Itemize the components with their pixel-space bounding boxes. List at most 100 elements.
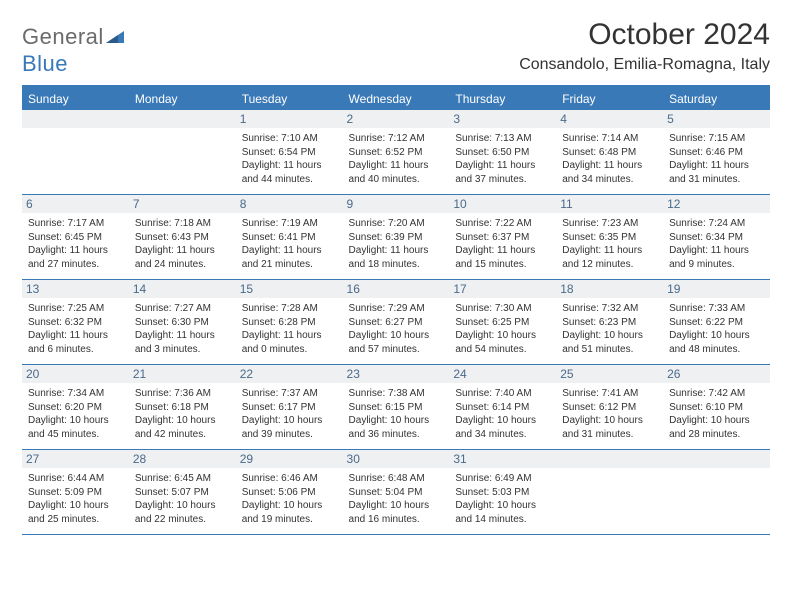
day-cell: Sunrise: 7:29 AMSunset: 6:27 PMDaylight:… (343, 298, 450, 365)
week-row: Sunrise: 7:10 AMSunset: 6:54 PMDaylight:… (22, 128, 770, 195)
location-subtitle: Consandolo, Emilia-Romagna, Italy (519, 56, 770, 74)
day-number: 19 (663, 280, 770, 298)
day-details: Sunrise: 7:22 AMSunset: 6:37 PMDaylight:… (453, 215, 552, 271)
day-details: Sunrise: 7:24 AMSunset: 6:34 PMDaylight:… (667, 215, 766, 271)
day-details: Sunrise: 7:12 AMSunset: 6:52 PMDaylight:… (347, 130, 446, 186)
day-details: Sunrise: 7:41 AMSunset: 6:12 PMDaylight:… (560, 385, 659, 441)
daynum-cell: 26 (663, 365, 770, 384)
day-number: 31 (449, 450, 556, 468)
daynum-cell: 22 (236, 365, 343, 384)
empty-cell (663, 468, 770, 535)
day-number: 21 (129, 365, 236, 383)
dow-header: Tuesday (236, 88, 343, 110)
day-number: 12 (663, 195, 770, 213)
day-number: 7 (129, 195, 236, 213)
day-cell: Sunrise: 7:42 AMSunset: 6:10 PMDaylight:… (663, 383, 770, 450)
day-cell: Sunrise: 7:30 AMSunset: 6:25 PMDaylight:… (449, 298, 556, 365)
brand-word-2: Blue (22, 51, 68, 76)
day-number: 28 (129, 450, 236, 468)
daynum-row: 20212223242526 (22, 365, 770, 384)
daynum-cell: 18 (556, 280, 663, 299)
day-number: 30 (343, 450, 450, 468)
day-number: 8 (236, 195, 343, 213)
day-number: 15 (236, 280, 343, 298)
day-details: Sunrise: 6:45 AMSunset: 5:07 PMDaylight:… (133, 470, 232, 526)
day-details: Sunrise: 7:29 AMSunset: 6:27 PMDaylight:… (347, 300, 446, 356)
week-row: Sunrise: 7:34 AMSunset: 6:20 PMDaylight:… (22, 383, 770, 450)
day-details: Sunrise: 7:15 AMSunset: 6:46 PMDaylight:… (667, 130, 766, 186)
day-cell: Sunrise: 7:20 AMSunset: 6:39 PMDaylight:… (343, 213, 450, 280)
dow-header: Monday (129, 88, 236, 110)
day-cell: Sunrise: 7:34 AMSunset: 6:20 PMDaylight:… (22, 383, 129, 450)
day-number: 3 (449, 110, 556, 128)
day-number: 4 (556, 110, 663, 128)
day-cell: Sunrise: 7:25 AMSunset: 6:32 PMDaylight:… (22, 298, 129, 365)
day-details: Sunrise: 7:40 AMSunset: 6:14 PMDaylight:… (453, 385, 552, 441)
day-details: Sunrise: 7:27 AMSunset: 6:30 PMDaylight:… (133, 300, 232, 356)
title-block: October 2024 Consandolo, Emilia-Romagna,… (519, 18, 770, 74)
daynum-cell (129, 110, 236, 128)
day-cell: Sunrise: 7:15 AMSunset: 6:46 PMDaylight:… (663, 128, 770, 195)
day-cell: Sunrise: 7:40 AMSunset: 6:14 PMDaylight:… (449, 383, 556, 450)
day-details: Sunrise: 7:25 AMSunset: 6:32 PMDaylight:… (26, 300, 125, 356)
daynum-cell: 9 (343, 195, 450, 214)
day-details: Sunrise: 7:38 AMSunset: 6:15 PMDaylight:… (347, 385, 446, 441)
daynum-cell (22, 110, 129, 128)
day-details: Sunrise: 7:23 AMSunset: 6:35 PMDaylight:… (560, 215, 659, 271)
day-cell: Sunrise: 7:18 AMSunset: 6:43 PMDaylight:… (129, 213, 236, 280)
day-number: 29 (236, 450, 343, 468)
daynum-cell: 8 (236, 195, 343, 214)
day-number: 5 (663, 110, 770, 128)
calendar-table: SundayMondayTuesdayWednesdayThursdayFrid… (22, 88, 770, 535)
day-cell: Sunrise: 7:14 AMSunset: 6:48 PMDaylight:… (556, 128, 663, 195)
empty-cell (22, 128, 129, 195)
dow-header: Sunday (22, 88, 129, 110)
daynum-cell: 31 (449, 450, 556, 469)
daynum-cell: 24 (449, 365, 556, 384)
empty-cell (129, 128, 236, 195)
day-number: 27 (22, 450, 129, 468)
daynum-cell: 25 (556, 365, 663, 384)
daynum-cell: 20 (22, 365, 129, 384)
day-cell: Sunrise: 6:49 AMSunset: 5:03 PMDaylight:… (449, 468, 556, 535)
day-cell: Sunrise: 7:32 AMSunset: 6:23 PMDaylight:… (556, 298, 663, 365)
brand-triangle-icon (106, 25, 126, 51)
daynum-cell: 23 (343, 365, 450, 384)
day-cell: Sunrise: 7:36 AMSunset: 6:18 PMDaylight:… (129, 383, 236, 450)
daynum-cell (663, 450, 770, 469)
day-number: 25 (556, 365, 663, 383)
day-cell: Sunrise: 6:45 AMSunset: 5:07 PMDaylight:… (129, 468, 236, 535)
day-cell: Sunrise: 6:46 AMSunset: 5:06 PMDaylight:… (236, 468, 343, 535)
day-number: 1 (236, 110, 343, 128)
day-details: Sunrise: 6:44 AMSunset: 5:09 PMDaylight:… (26, 470, 125, 526)
day-details: Sunrise: 7:32 AMSunset: 6:23 PMDaylight:… (560, 300, 659, 356)
daynum-row: 2728293031 (22, 450, 770, 469)
day-details: Sunrise: 7:10 AMSunset: 6:54 PMDaylight:… (240, 130, 339, 186)
daynum-row: 12345 (22, 110, 770, 128)
week-row: Sunrise: 7:17 AMSunset: 6:45 PMDaylight:… (22, 213, 770, 280)
day-number: 17 (449, 280, 556, 298)
day-cell: Sunrise: 7:12 AMSunset: 6:52 PMDaylight:… (343, 128, 450, 195)
day-number: 18 (556, 280, 663, 298)
day-details: Sunrise: 7:20 AMSunset: 6:39 PMDaylight:… (347, 215, 446, 271)
day-cell: Sunrise: 7:17 AMSunset: 6:45 PMDaylight:… (22, 213, 129, 280)
week-row: Sunrise: 6:44 AMSunset: 5:09 PMDaylight:… (22, 468, 770, 535)
daynum-row: 13141516171819 (22, 280, 770, 299)
daynum-cell: 10 (449, 195, 556, 214)
day-cell: Sunrise: 7:22 AMSunset: 6:37 PMDaylight:… (449, 213, 556, 280)
day-cell: Sunrise: 7:33 AMSunset: 6:22 PMDaylight:… (663, 298, 770, 365)
day-number: 10 (449, 195, 556, 213)
day-details: Sunrise: 7:34 AMSunset: 6:20 PMDaylight:… (26, 385, 125, 441)
day-details: Sunrise: 6:48 AMSunset: 5:04 PMDaylight:… (347, 470, 446, 526)
daynum-cell: 21 (129, 365, 236, 384)
daynum-cell: 19 (663, 280, 770, 299)
day-cell: Sunrise: 7:13 AMSunset: 6:50 PMDaylight:… (449, 128, 556, 195)
day-details: Sunrise: 6:46 AMSunset: 5:06 PMDaylight:… (240, 470, 339, 526)
empty-cell (556, 468, 663, 535)
day-number: 11 (556, 195, 663, 213)
dow-header: Thursday (449, 88, 556, 110)
day-cell: Sunrise: 6:48 AMSunset: 5:04 PMDaylight:… (343, 468, 450, 535)
day-cell: Sunrise: 7:23 AMSunset: 6:35 PMDaylight:… (556, 213, 663, 280)
daynum-cell: 13 (22, 280, 129, 299)
daynum-cell: 12 (663, 195, 770, 214)
